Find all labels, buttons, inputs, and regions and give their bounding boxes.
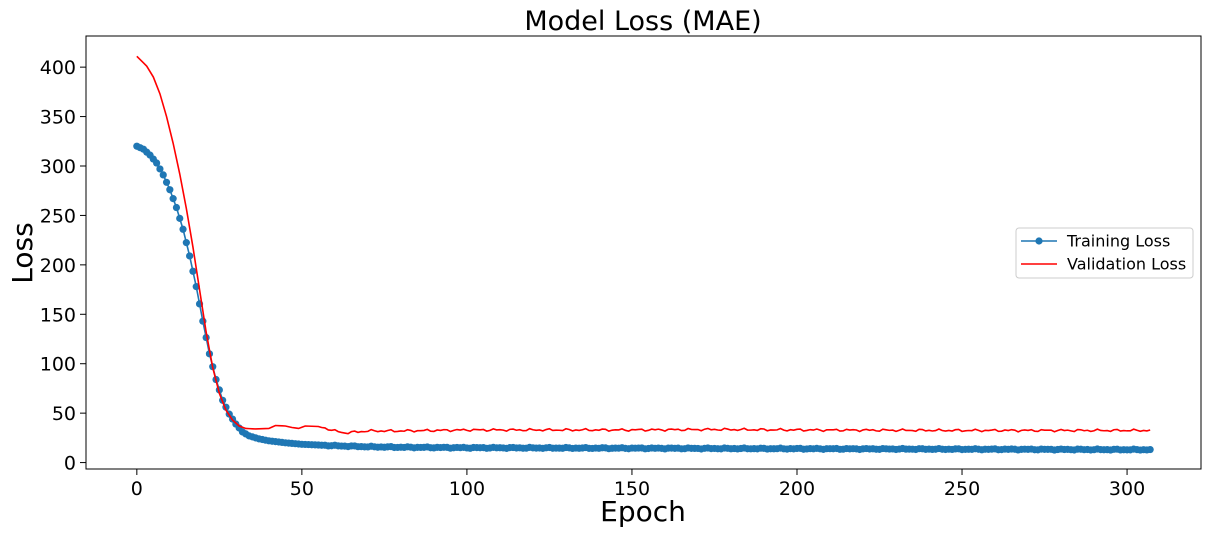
plot-area-frame (85, 35, 1202, 470)
training-loss-point (169, 195, 177, 203)
legend-marker (1035, 237, 1043, 245)
x-tick-label: 100 (449, 478, 485, 500)
training-loss-point (159, 171, 167, 179)
training-loss-point (179, 225, 187, 233)
y-tick-label: 100 (40, 354, 76, 376)
legend: Training Loss Validation Loss (1015, 227, 1194, 279)
series-layer (133, 55, 1154, 454)
x-tick-label: 0 (131, 478, 143, 500)
y-tick-label: 0 (64, 453, 76, 475)
y-axis-label: Loss (6, 222, 39, 283)
training-loss-point (1146, 445, 1154, 454)
x-tick-label: 200 (779, 478, 815, 500)
y-tick-label: 350 (40, 107, 76, 129)
series-line-training-loss (136, 145, 1151, 451)
training-loss-point (176, 214, 184, 222)
chart-title: Model Loss (MAE) (524, 6, 761, 37)
series-line-validation-loss (136, 55, 1151, 435)
legend-box (1015, 227, 1194, 279)
y-tick-label: 200 (40, 255, 76, 277)
x-axis-label: Epoch (600, 495, 686, 528)
training-loss-point (172, 203, 181, 212)
x-tick-label: 150 (614, 478, 650, 500)
x-tick-label: 50 (290, 478, 314, 500)
training-loss-point (162, 178, 171, 186)
x-axis: 0 50 100 150 200 250 300 (131, 469, 1145, 500)
training-loss-point (186, 252, 194, 260)
training-loss-point (189, 267, 197, 275)
training-loss-point (166, 186, 174, 194)
legend-label: Training Loss (1066, 232, 1170, 251)
x-tick-label: 300 (1109, 478, 1145, 500)
training-loss-point (153, 159, 161, 167)
y-tick-label: 250 (40, 205, 76, 227)
training-loss-point (156, 165, 164, 173)
x-tick-label: 250 (944, 478, 980, 500)
y-tick-label: 300 (40, 156, 76, 178)
y-tick-label: 150 (40, 304, 76, 326)
y-axis: 0 50 100 150 200 250 300 350 400 (40, 57, 86, 475)
y-tick-label: 50 (52, 403, 76, 425)
legend-label: Validation Loss (1067, 255, 1186, 274)
y-tick-label: 400 (40, 57, 76, 79)
training-loss-point (182, 239, 190, 247)
